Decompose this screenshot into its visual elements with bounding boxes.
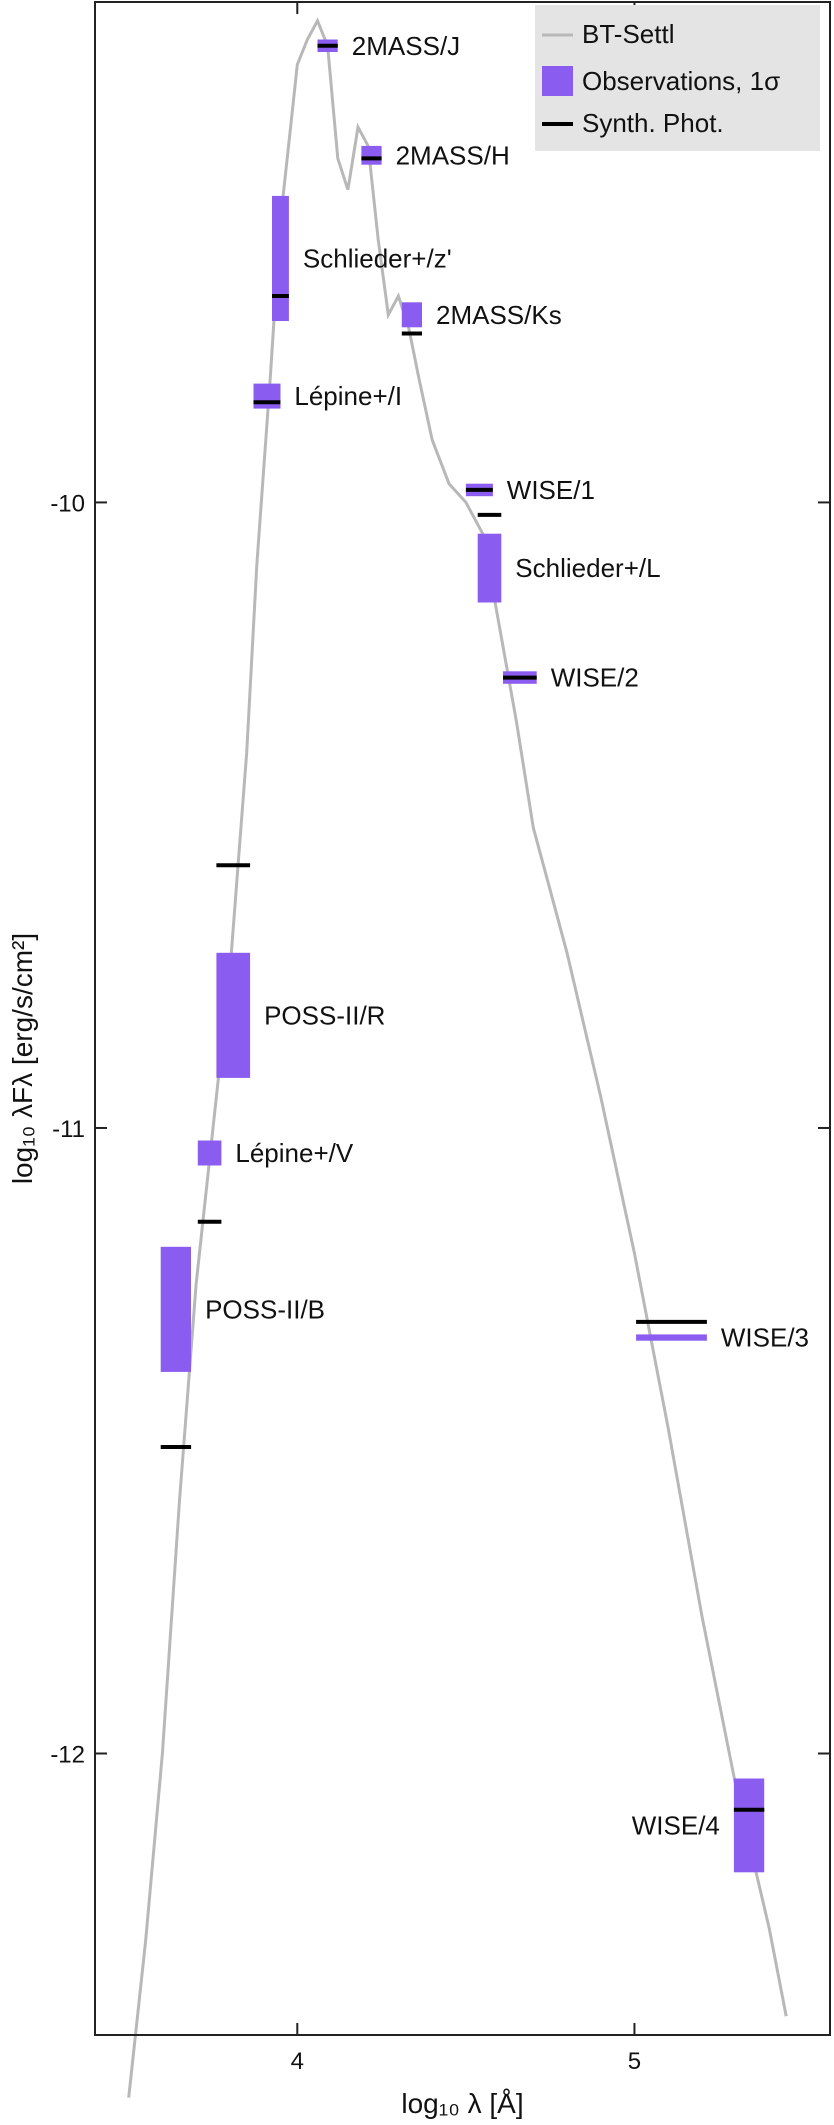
- legend-observations-swatch: [542, 66, 573, 96]
- y-tick-label: -11: [52, 1116, 85, 1143]
- obs-box-schlieder-z: [272, 195, 289, 321]
- x-tick-label: 5: [628, 2048, 641, 2075]
- obs-label-wise-1: WISE/1: [507, 475, 595, 505]
- obs-box-schlieder-l: [477, 533, 502, 603]
- obs-box-2mass-ks: [401, 302, 422, 328]
- plot-frame: [94, 1, 831, 2036]
- obs-label-l-pine-v: Lépine+/V: [235, 1138, 353, 1168]
- obs-label-2mass-j: 2MASS/J: [352, 31, 460, 61]
- obs-box-wise-4: [733, 1778, 765, 1873]
- obs-box-poss-ii-r: [216, 952, 251, 1078]
- obs-label-wise-4: WISE/4: [632, 1810, 720, 1840]
- observation-labels: 2MASS/J 2MASS/H 2MASS/Ks Schlieder+/z' Lépin…: [205, 31, 809, 1841]
- y-tick-label: -10: [50, 490, 85, 517]
- obs-label-schlieder-l: Schlieder+/L: [515, 553, 660, 583]
- obs-box-poss-ii-b: [160, 1246, 191, 1372]
- y-axis-ticks: -10 -11 -12: [50, 490, 830, 1769]
- bt-settl-model-curve: [127, 17, 788, 2098]
- legend-background: [535, 5, 820, 151]
- legend-observations-label: Observations, 1σ: [582, 66, 780, 96]
- x-axis-label: log₁₀ λ [Å]: [401, 2088, 523, 2119]
- x-tick-label: 4: [291, 2048, 304, 2075]
- synthetic-photometry-ticks: [160, 43, 765, 1812]
- legend-bt-settl-label: BT-Settl: [582, 19, 674, 49]
- legend: BT-Settl Observations, 1σ Synth. Phot.: [535, 5, 820, 151]
- obs-box-2mass-h: [361, 145, 382, 165]
- plot-area: 2MASS/J 2MASS/H 2MASS/Ks Schlieder+/z' Lépin…: [127, 17, 809, 2098]
- obs-label-poss-ii-r: POSS-II/R: [264, 1000, 385, 1030]
- legend-synth-phot-label: Synth. Phot.: [582, 108, 724, 138]
- obs-label-2mass-ks: 2MASS/Ks: [436, 300, 562, 330]
- obs-label-wise-3: WISE/3: [721, 1323, 809, 1353]
- y-axis-label: log₁₀ λFλ [erg/s/cm²]: [7, 933, 38, 1184]
- obs-label-poss-ii-b: POSS-II/B: [205, 1294, 325, 1324]
- obs-box-wise-3: [636, 1334, 707, 1341]
- y-tick-label: -12: [50, 1742, 85, 1769]
- obs-label-schlieder-z: Schlieder+/z': [303, 244, 452, 274]
- obs-box-l-pine-v: [197, 1140, 222, 1166]
- obs-label-wise-2: WISE/2: [551, 663, 639, 693]
- obs-label-l-pine-i: Lépine+/I: [294, 381, 402, 411]
- obs-box-l-pine-i: [253, 383, 281, 409]
- obs-label-2mass-h: 2MASS/H: [396, 140, 510, 170]
